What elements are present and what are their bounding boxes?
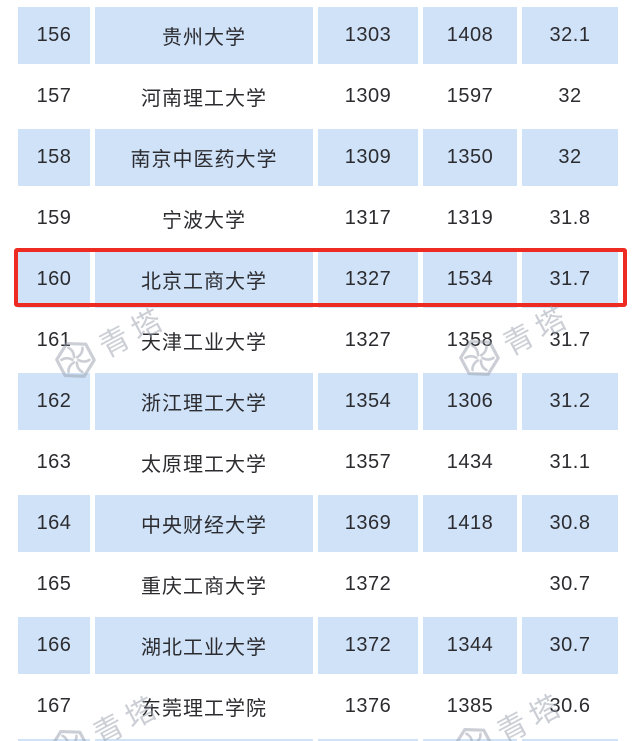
- value2-cell: [423, 739, 517, 741]
- value2-cell: 1534: [423, 251, 517, 308]
- university-name-cell: 宁波大学: [162, 210, 246, 232]
- qingta-watermark-inner: 青塔: [445, 680, 572, 741]
- table-row: 161 天津工业大学 1327 1358 31.7: [18, 310, 618, 371]
- value2-cell: 1350: [423, 129, 517, 186]
- university-name-cell: 东莞理工学院: [141, 698, 267, 720]
- value1-cell: 1369: [318, 495, 418, 552]
- total-score-cell: 30.6: [549, 695, 591, 717]
- total-score-cell: 32: [558, 85, 582, 107]
- university-ranking-table: 156 贵州大学 1303 1408 32.1 157 河南理工大学 1309 …: [14, 5, 627, 741]
- rank-cell: 157: [36, 85, 72, 107]
- value2-cell: 1319: [446, 207, 494, 229]
- value1-cell: 1376: [344, 695, 392, 717]
- university-name-cell: 浙江理工大学: [95, 373, 313, 430]
- total-score-cell: 31.1: [549, 451, 591, 473]
- total-score-cell: [522, 739, 618, 741]
- table-row: 167 东莞理工学院 1376 1385 30.6: [18, 676, 618, 737]
- value2-cell: 1358: [446, 329, 494, 351]
- rank-cell: 160: [18, 251, 90, 308]
- university-name-cell: 南京中医药大学: [95, 129, 313, 186]
- qingta-watermark: 青塔: [452, 687, 582, 741]
- university-name-cell: 重庆工商大学: [141, 576, 267, 598]
- total-score-cell: 30.7: [522, 617, 618, 674]
- rank-cell: 164: [18, 495, 90, 552]
- qingta-watermark-inner: 青塔: [47, 294, 174, 390]
- table-row: 158 南京中医药大学 1309 1350 32: [18, 127, 618, 188]
- university-name-cell: 湖北工业大学: [95, 617, 313, 674]
- value1-cell: 1357: [344, 451, 392, 473]
- qingta-watermark: 青塔: [458, 299, 588, 396]
- value1-cell: 1317: [344, 207, 392, 229]
- table-row: 159 宁波大学 1317 1319 31.8: [18, 188, 618, 249]
- total-score-cell: 30.8: [522, 495, 618, 552]
- qingta-watermark-inner: 青塔: [41, 682, 168, 741]
- value2-cell: 1408: [423, 7, 517, 64]
- university-name-cell: 贵州大学: [95, 7, 313, 64]
- value2-cell: 1306: [423, 373, 517, 430]
- university-name-cell: 天津工业大学: [141, 332, 267, 354]
- rank-cell: 159: [36, 207, 72, 229]
- table-row: 156 贵州大学 1303 1408 32.1: [18, 5, 618, 66]
- qingta-watermark-inner: 青塔: [451, 292, 578, 388]
- rank-cell: 163: [36, 451, 72, 473]
- value2-cell: [423, 556, 517, 613]
- total-score-cell: 31.7: [549, 329, 591, 351]
- table-row: 160 北京工商大学 1327 1534 31.7: [14, 248, 627, 310]
- value1-cell: 1327: [344, 329, 392, 351]
- university-name-cell: 北京工商大学: [95, 251, 313, 308]
- rank-cell: 158: [18, 129, 90, 186]
- table-row: 164 中央财经大学 1369 1418 30.8: [18, 493, 618, 554]
- value1-cell: 1372: [344, 573, 392, 595]
- value1-cell: [318, 739, 418, 741]
- value1-cell: 1372: [318, 617, 418, 674]
- table-row: 166 湖北工业大学 1372 1344 30.7: [18, 615, 618, 676]
- value2-cell: 1597: [446, 85, 494, 107]
- university-name-cell: 河南理工大学: [141, 88, 267, 110]
- qingta-watermark: 青塔: [54, 301, 184, 398]
- rank-cell: 165: [36, 573, 72, 595]
- value1-cell: 1309: [344, 85, 392, 107]
- total-score-cell: 31.7: [522, 251, 618, 308]
- total-score-cell: 32: [522, 129, 618, 186]
- value2-cell: 1385: [446, 695, 494, 717]
- university-name-cell: 中央财经大学: [95, 495, 313, 552]
- qingta-logo-icon: [49, 729, 90, 741]
- university-name-cell: 太原理工大学: [141, 454, 267, 476]
- value1-cell: 1354: [318, 373, 418, 430]
- rank-cell: 162: [18, 373, 90, 430]
- rank-cell: 161: [36, 329, 72, 351]
- value2-cell: 1434: [446, 451, 494, 473]
- university-name-cell: [95, 739, 313, 741]
- qingta-logo-icon: [55, 341, 96, 378]
- rank-cell: 156: [18, 7, 90, 64]
- value2-cell: 1418: [423, 495, 517, 552]
- total-score-cell: 31.2: [522, 373, 618, 430]
- qingta-logo-icon: [453, 727, 494, 741]
- total-score-cell: 30.7: [549, 573, 591, 595]
- total-score-cell: 31.8: [549, 207, 591, 229]
- rank-cell: 167: [36, 695, 72, 717]
- table-row: 165 重庆工商大学 1372 30.7: [18, 554, 618, 615]
- qingta-watermark: 青塔: [48, 689, 178, 741]
- table-row: 162 浙江理工大学 1354 1306 31.2: [18, 371, 618, 432]
- qingta-logo-icon: [459, 339, 500, 376]
- table-row: 163 太原理工大学 1357 1434 31.1: [18, 432, 618, 493]
- value1-cell: 1303: [318, 7, 418, 64]
- value1-cell: 1327: [318, 251, 418, 308]
- rank-cell: 166: [18, 617, 90, 674]
- total-score-cell: 32.1: [522, 7, 618, 64]
- value1-cell: 1309: [318, 129, 418, 186]
- value2-cell: 1344: [423, 617, 517, 674]
- table-row: 157 河南理工大学 1309 1597 32: [18, 66, 618, 127]
